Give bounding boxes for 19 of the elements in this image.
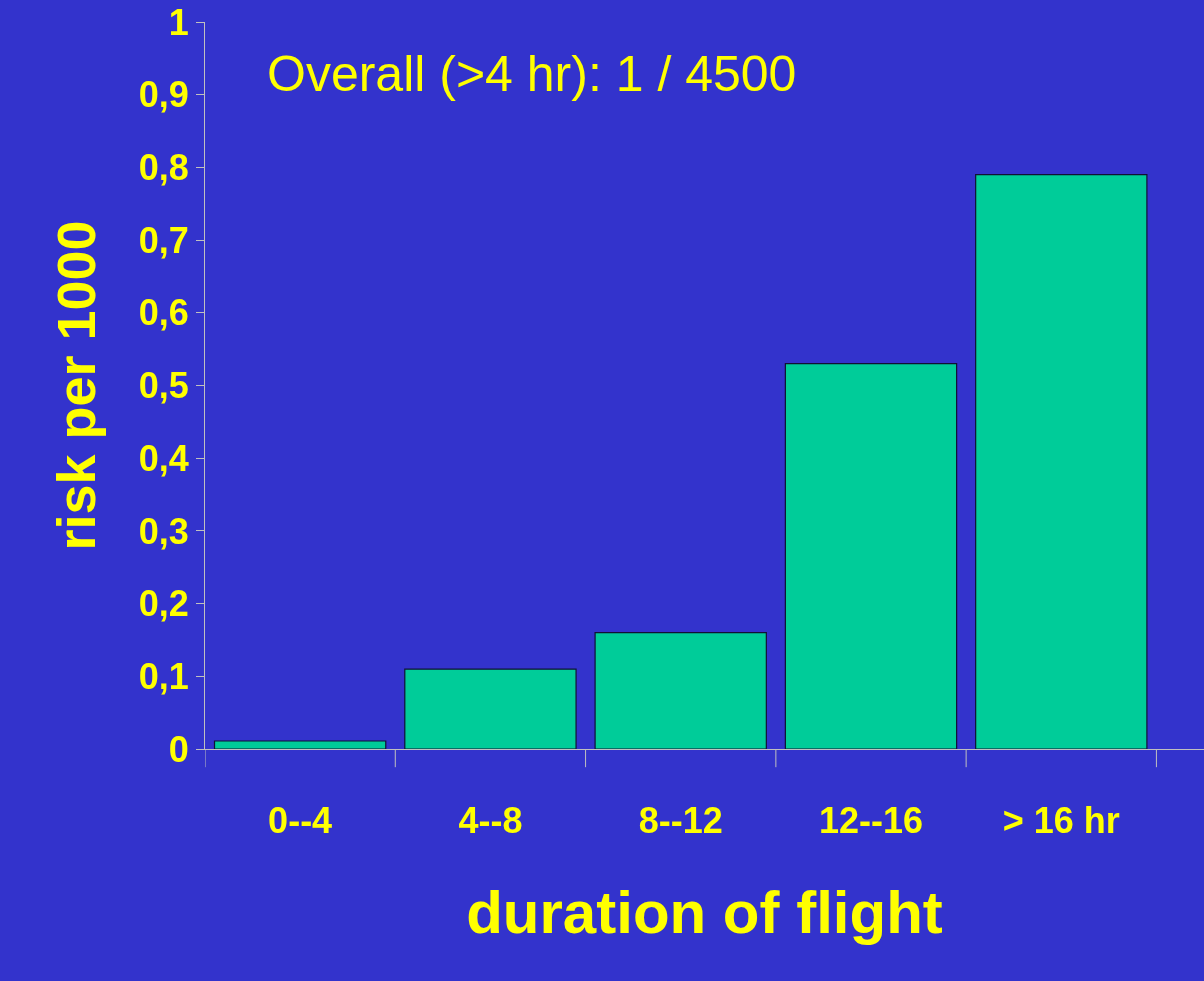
- x-tick-label: 0--4: [268, 800, 333, 842]
- annotation: Overall (>4 hr): 1 / 4500: [267, 46, 797, 102]
- x-tick-label: 8--12: [638, 800, 723, 842]
- y-tick-label: 0,8: [138, 147, 189, 188]
- y-tick-label: 0,5: [138, 365, 189, 407]
- x-axis-title: duration of flight: [466, 878, 943, 946]
- y-tick-label: 0,3: [138, 510, 189, 552]
- y-tick-label: 0: [168, 728, 189, 770]
- y-tick-label: 0,7: [138, 219, 189, 261]
- y-tick-label: 0,4: [138, 437, 189, 479]
- x-tick-label: 12--16: [818, 800, 924, 842]
- x-tick-label: 4--8: [458, 800, 523, 842]
- x-tick-label: > 16 hr: [1002, 800, 1120, 842]
- y-tick-label: 0,2: [138, 583, 189, 625]
- y-tick-label: 0,1: [138, 655, 189, 697]
- y-tick-label: 1: [168, 1, 189, 43]
- y-tick-label: 0,6: [138, 292, 189, 334]
- y-axis-title: risk per 1000: [46, 220, 107, 551]
- y-tick-label: 0,9: [138, 74, 189, 116]
